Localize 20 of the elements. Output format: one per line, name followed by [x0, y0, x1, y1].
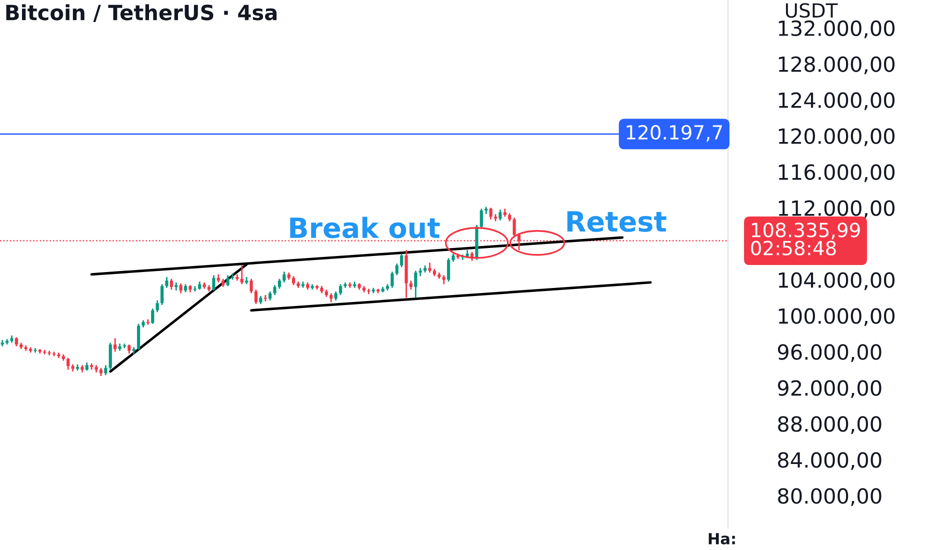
- y-tick-label: 120.000,00: [778, 128, 895, 146]
- y-tick-label: 92.000,00: [778, 380, 882, 398]
- y-tick-label: 96.000,00: [778, 344, 882, 362]
- y-tick-label: 100.000,00: [778, 308, 895, 326]
- y-tick-label: 104.000,00: [778, 272, 895, 290]
- ref-line-label: 120.197,7: [626, 124, 722, 142]
- y-tick-label: 88.000,00: [778, 416, 882, 434]
- annotation: Retest: [567, 211, 666, 232]
- chart-title: Bitcoin / TetherUS · 4sa: [6, 4, 277, 22]
- y-tick-label: 116.000,00: [778, 164, 895, 182]
- y-axis-title: USDT: [786, 3, 838, 18]
- annotation: Break out: [290, 216, 440, 238]
- y-tick-label: 112.000,00: [778, 200, 895, 218]
- y-tick-label: 84.000,00: [778, 452, 882, 470]
- y-tick-label: 132.000,00: [778, 20, 895, 38]
- ref-line-label: 108.335,99 02:58:48: [751, 222, 860, 256]
- y-tick-label: 80.000,00: [778, 488, 882, 506]
- text: Ha:: [708, 533, 735, 544]
- y-tick-label: 128.000,00: [778, 56, 895, 74]
- y-tick-label: 124.000,00: [778, 92, 895, 110]
